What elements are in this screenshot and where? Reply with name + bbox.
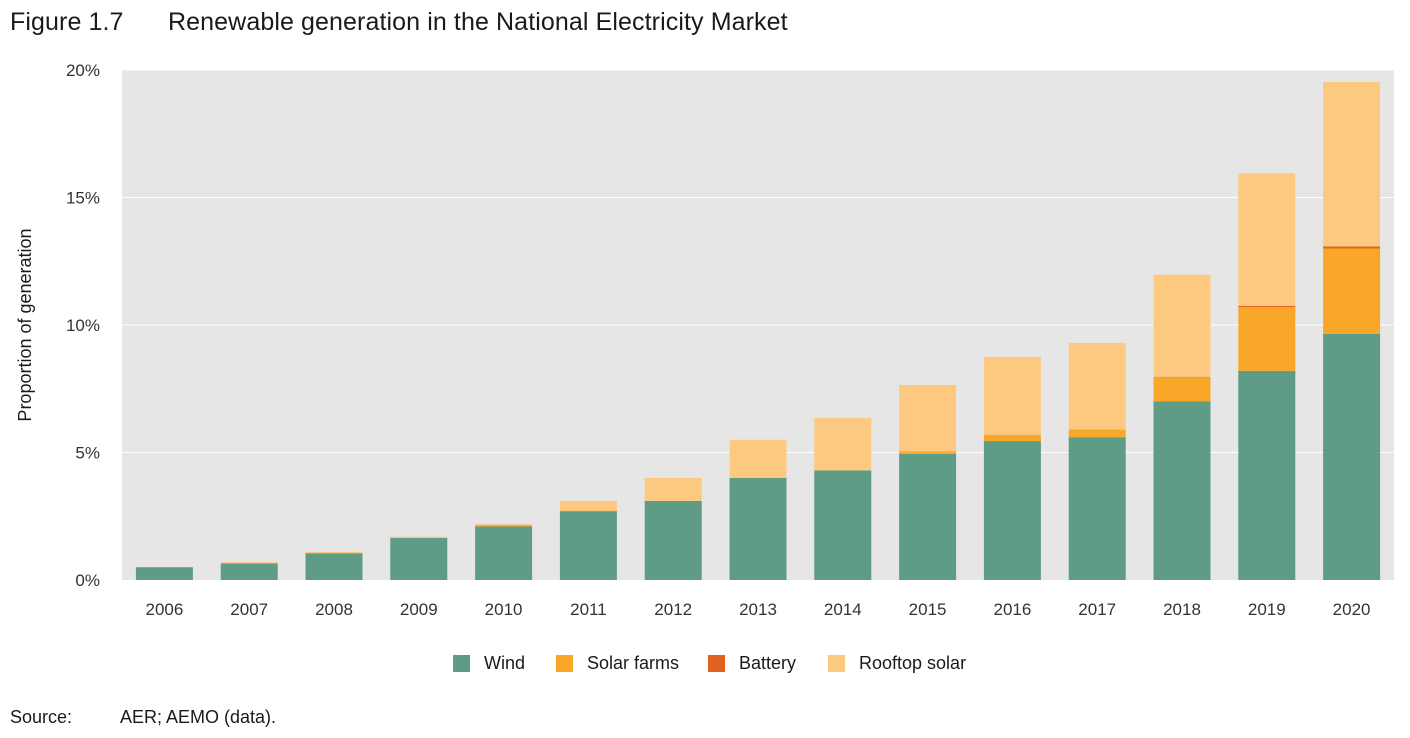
- x-tick-label: 2009: [400, 600, 438, 619]
- bar-solar-farms-2011: [559, 510, 617, 512]
- x-tick-label: 2019: [1248, 600, 1286, 619]
- source-text: AER; AEMO (data).: [120, 707, 277, 727]
- bar-rooftop-solar-2014: [814, 418, 872, 471]
- bar-rooftop-solar-2013: [729, 439, 787, 478]
- bar-solar-farms-2020: [1323, 248, 1381, 334]
- legend-item-rooftop-solar: Rooftop solar: [828, 650, 966, 676]
- bar-rooftop-solar-2011: [559, 500, 617, 511]
- x-tick-label: 2006: [145, 600, 183, 619]
- legend-swatch: [556, 654, 573, 672]
- legend-item-wind: Wind: [453, 650, 525, 676]
- bar-rooftop-solar-2012: [644, 478, 702, 501]
- bar-solar-farms-2016: [983, 434, 1041, 442]
- bar-wind-2017: [1068, 437, 1126, 580]
- legend-label: Wind: [484, 652, 526, 673]
- legend-swatch: [828, 654, 845, 672]
- bar-solar-farms-2010: [475, 525, 533, 527]
- bar-wind-2006: [135, 567, 193, 580]
- figure-title: Figure 1.7 Renewable generation in the Na…: [10, 8, 788, 37]
- bar-wind-2010: [475, 526, 533, 580]
- bar-battery-2018: [1153, 376, 1211, 378]
- legend-item-solar-farms: Solar farms: [556, 650, 679, 676]
- bar-rooftop-solar-2017: [1068, 342, 1126, 430]
- x-axis-ticks: 2006 2007 2008 2009 2010 2011 2012 2013 2014 2015…: [145, 600, 1370, 619]
- legend-label: Battery: [739, 652, 797, 673]
- bar-rooftop-solar-2020: [1323, 81, 1381, 247]
- x-tick-label: 2016: [993, 600, 1031, 619]
- chart-legend: Wind Solar farms Battery Rooftop solar: [0, 650, 1410, 676]
- bar-battery-2020: [1323, 246, 1381, 249]
- bar-wind-2013: [729, 478, 787, 580]
- bar-rooftop-solar-2010: [475, 523, 533, 526]
- bar-wind-2018: [1153, 401, 1211, 580]
- x-tick-label: 2020: [1333, 600, 1371, 619]
- x-tick-label: 2010: [485, 600, 523, 619]
- y-axis-label: Proportion of generation: [15, 228, 35, 421]
- bar-rooftop-solar-2015: [899, 384, 957, 452]
- legend-label: Solar farms: [587, 652, 680, 673]
- y-tick-label: 5%: [75, 444, 100, 463]
- y-tick-label: 0%: [75, 571, 100, 590]
- bar-wind-2009: [390, 537, 448, 580]
- x-tick-label: 2013: [739, 600, 777, 619]
- bar-solar-farms-2017: [1068, 429, 1126, 438]
- y-axis-ticks: 0% 5% 10% 15% 20%: [66, 61, 100, 590]
- bars: [135, 81, 1381, 580]
- bar-wind-2015: [899, 453, 957, 580]
- bar-battery-2019: [1238, 305, 1296, 308]
- bar-solar-farms-2015: [899, 451, 957, 454]
- bar-wind-2011: [559, 511, 617, 580]
- x-tick-label: 2007: [230, 600, 268, 619]
- bar-solar-farms-2019: [1238, 307, 1296, 371]
- source-label: Source:: [10, 707, 73, 727]
- legend-swatch: [708, 654, 725, 672]
- x-tick-label: 2015: [909, 600, 947, 619]
- bar-rooftop-solar-2018: [1153, 274, 1211, 377]
- bar-rooftop-solar-2009: [390, 536, 448, 538]
- x-tick-label: 2012: [654, 600, 692, 619]
- y-tick-label: 10%: [66, 316, 100, 335]
- legend-label: Rooftop solar: [859, 652, 967, 673]
- bar-wind-2016: [983, 441, 1041, 580]
- x-tick-label: 2008: [315, 600, 353, 619]
- y-tick-label: 15%: [66, 189, 100, 208]
- x-tick-label: 2014: [824, 600, 862, 619]
- bar-wind-2007: [220, 563, 278, 580]
- figure-number: Figure 1.7: [10, 8, 124, 36]
- bar-wind-2012: [644, 500, 702, 580]
- bar-solar-farms-2018: [1153, 377, 1211, 402]
- source-note: Source: AER; AEMO (data).: [10, 707, 276, 728]
- bar-wind-2008: [305, 553, 363, 580]
- figure-title-text: Renewable generation in the National Ele…: [168, 8, 788, 36]
- bar-wind-2014: [814, 470, 872, 580]
- stacked-bar-chart: 0%5%10%15%20% 2006 2007 2008 2009 2010 2011 20…: [15, 61, 1394, 619]
- bar-rooftop-solar-2019: [1238, 173, 1296, 306]
- bar-wind-2020: [1323, 333, 1381, 580]
- y-tick-label: 20%: [66, 61, 100, 80]
- bar-wind-2019: [1238, 370, 1296, 580]
- x-tick-label: 2017: [1078, 600, 1116, 619]
- bar-rooftop-solar-2007: [220, 562, 278, 564]
- legend-item-battery: Battery: [708, 650, 796, 676]
- x-tick-label: 2011: [570, 600, 607, 619]
- bar-rooftop-solar-2016: [983, 356, 1041, 435]
- x-tick-label: 2018: [1163, 600, 1201, 619]
- bar-rooftop-solar-2008: [305, 551, 363, 554]
- legend-swatch: [453, 654, 470, 672]
